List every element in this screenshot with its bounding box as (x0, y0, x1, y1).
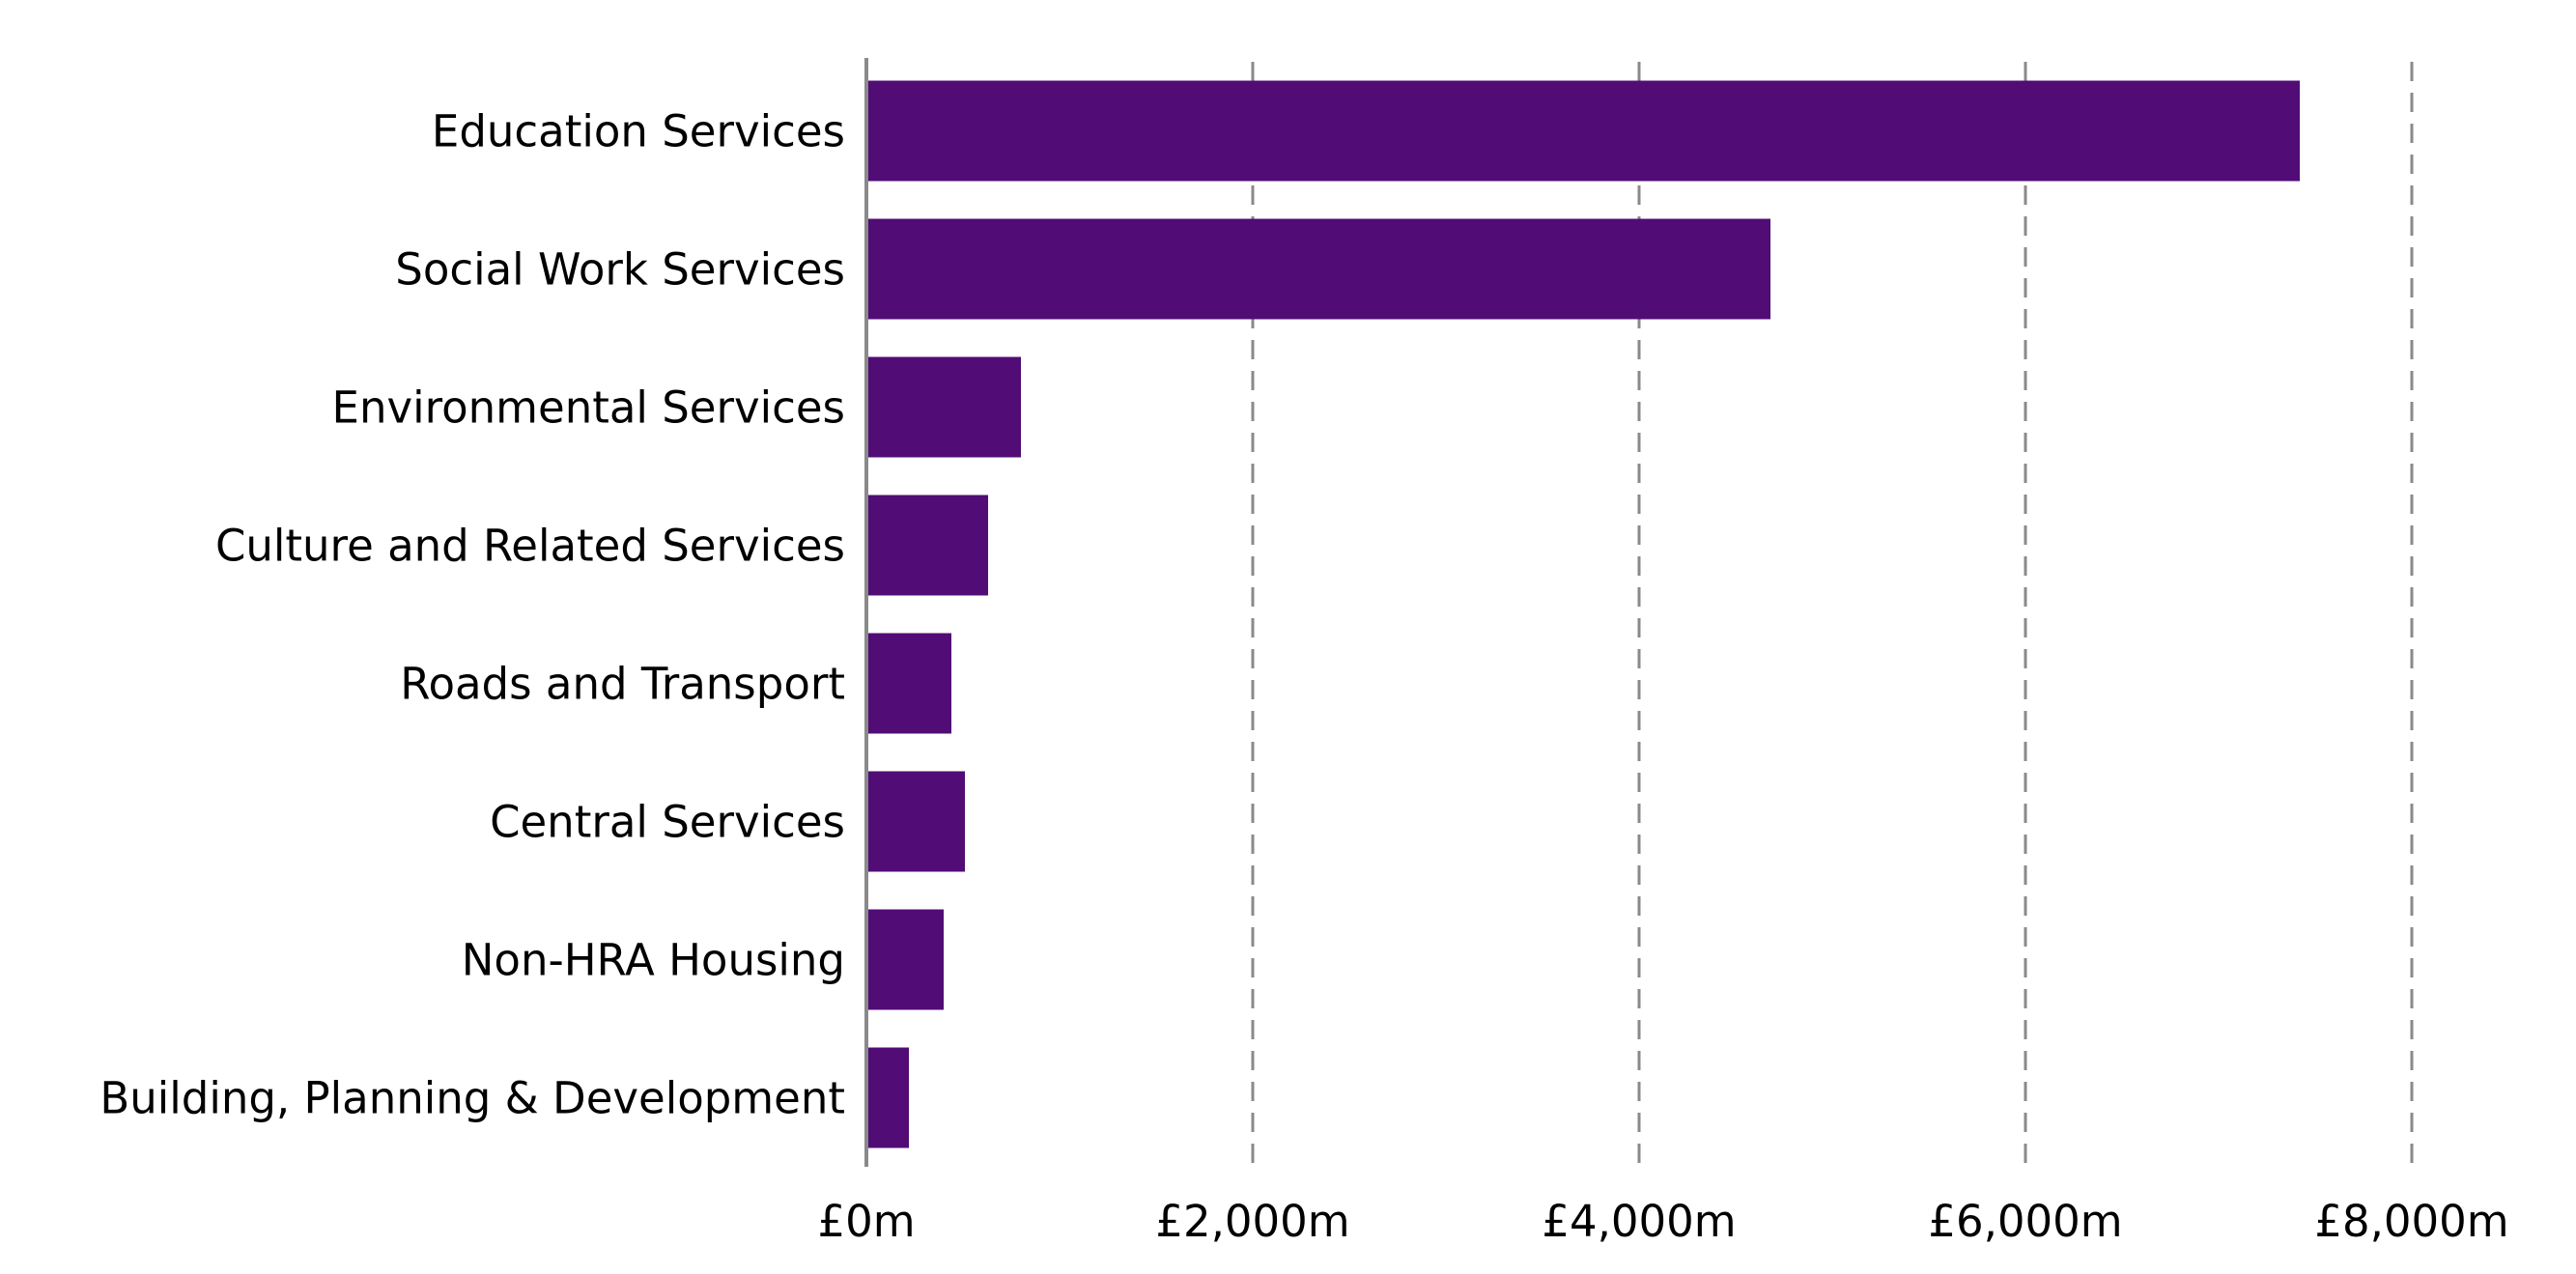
bar (866, 356, 1021, 458)
bar (866, 1047, 909, 1148)
category-label: Education Services (432, 106, 845, 157)
bar (866, 80, 2300, 182)
bars (866, 80, 2300, 1148)
category-label: Central Services (490, 797, 845, 848)
category-label: Building, Planning & Development (99, 1073, 845, 1124)
category-label: Roads and Transport (400, 659, 845, 710)
x-tick-label: £6,000m (1928, 1196, 2122, 1247)
bar (866, 495, 988, 596)
x-tick-label: £4,000m (1542, 1196, 1736, 1247)
category-label: Social Work Services (395, 244, 845, 296)
x-tick-label: £0m (817, 1196, 915, 1247)
category-label: Culture and Related Services (215, 521, 845, 572)
category-label: Non-HRA Housing (462, 935, 845, 986)
category-label: Environmental Services (332, 382, 845, 434)
category-labels: Education Services Social Work Services En… (99, 106, 845, 1124)
x-tick-labels: £0m £2,000m £4,000m £6,000m £8,000m (817, 1196, 2508, 1247)
bar (866, 218, 1770, 320)
bar (866, 771, 965, 872)
x-tick-label: £2,000m (1155, 1196, 1349, 1247)
x-tick-label: £8,000m (2314, 1196, 2508, 1247)
bar (866, 633, 951, 734)
bar (866, 909, 944, 1010)
